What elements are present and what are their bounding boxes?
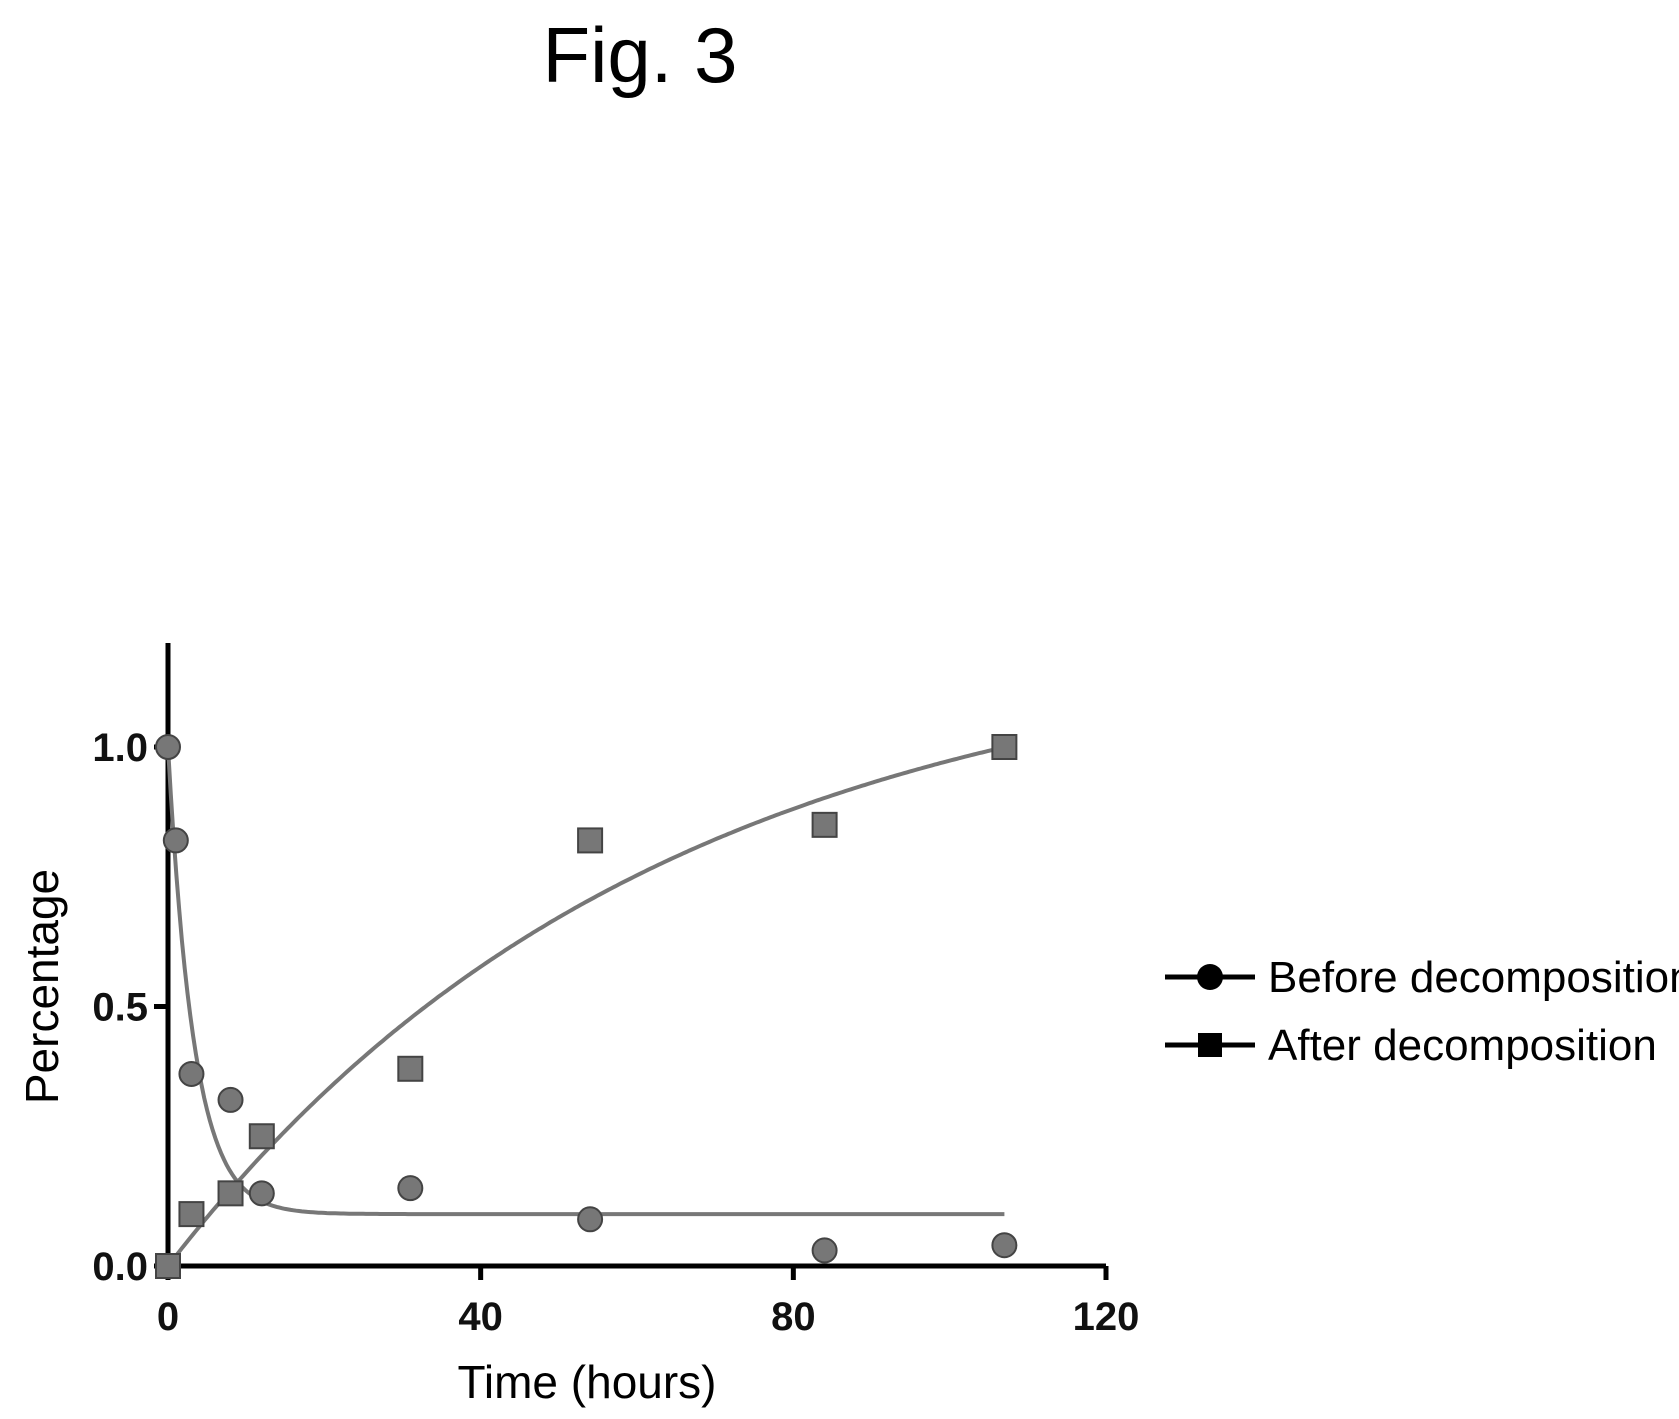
- data-point-square: [811, 811, 838, 838]
- fit-curve-series-2: [166, 745, 1005, 1268]
- x-tick-label: 120: [1073, 1295, 1140, 1339]
- data-markers: [155, 734, 1018, 1279]
- x-tick-label: 80: [771, 1295, 816, 1339]
- y-axis-label: Percentage: [16, 869, 68, 1104]
- data-point-circle: [248, 1180, 275, 1207]
- data-point-square: [397, 1055, 424, 1082]
- y-tick-label: 1.0: [92, 726, 148, 770]
- data-point-square: [248, 1123, 275, 1150]
- data-point-circle: [811, 1237, 838, 1264]
- legend: Before decomposition After decomposition: [1165, 953, 1679, 1070]
- chart-axes: 0.0 0.5 1.0 0 40 80 120 Time (hours) Percentage: [16, 643, 1139, 1408]
- data-point-circle: [397, 1175, 424, 1202]
- legend-label: After decomposition: [1268, 1021, 1657, 1070]
- y-tick-label: 0.0: [92, 1245, 148, 1289]
- data-point-circle: [217, 1086, 244, 1113]
- x-axis-label: Time (hours): [458, 1356, 717, 1408]
- x-tick-label: 40: [458, 1295, 503, 1339]
- fit-curves: [166, 745, 1005, 1268]
- legend-marker-circle: [1197, 964, 1223, 990]
- data-point-circle: [178, 1060, 205, 1087]
- data-point-square: [577, 827, 604, 854]
- data-point-square: [155, 1253, 181, 1279]
- data-point-square: [991, 734, 1018, 760]
- figure-title: Fig. 3: [542, 11, 738, 99]
- data-point-circle: [155, 734, 181, 760]
- data-point-circle: [162, 827, 189, 854]
- y-tick-label: 0.5: [92, 986, 148, 1030]
- x-tick-label: 0: [157, 1295, 179, 1339]
- legend-label: Before decomposition: [1268, 953, 1679, 1002]
- data-point-square: [178, 1201, 205, 1228]
- fit-curve-series-1: [166, 746, 1005, 1217]
- data-point-square: [217, 1180, 244, 1207]
- data-point-circle: [991, 1232, 1018, 1259]
- data-point-circle: [577, 1206, 604, 1233]
- legend-marker-square: [1198, 1033, 1222, 1057]
